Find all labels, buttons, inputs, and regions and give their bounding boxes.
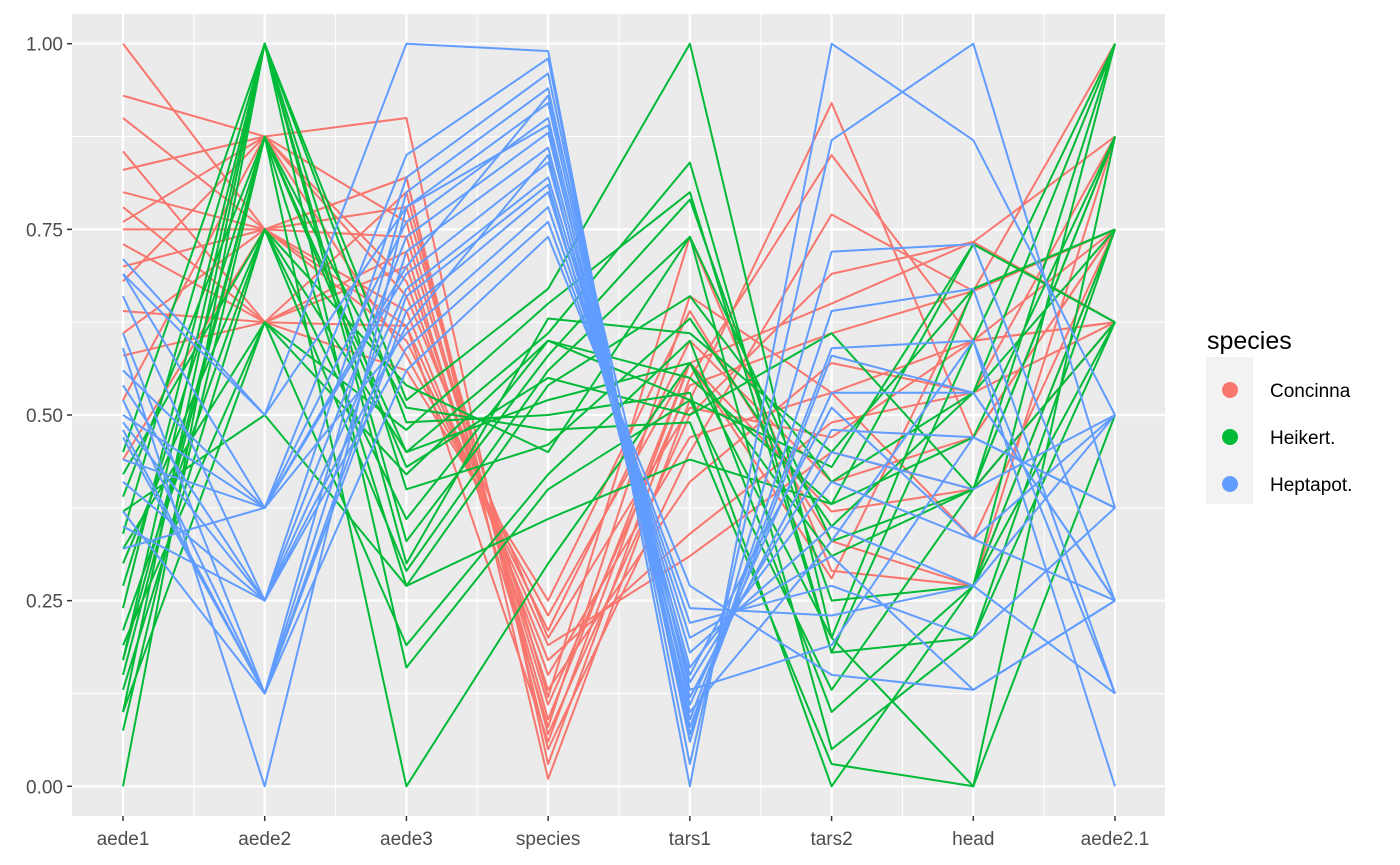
series-lines <box>122 42 1116 788</box>
series-line-heikert <box>122 42 1116 661</box>
legend-title: species <box>1207 327 1292 355</box>
series-line-heikert <box>122 42 1116 691</box>
x-tick-label: aede2.1 <box>1081 829 1150 850</box>
series-line-concinna <box>122 135 1116 639</box>
y-axis: 0.00 0.25 0.50 0.75 1.00 <box>26 35 72 798</box>
series-line-heikert <box>122 228 1116 520</box>
series-line-heptapot <box>122 235 1116 695</box>
legend-key <box>1222 429 1238 445</box>
x-tick-label: aede3 <box>380 829 433 850</box>
x-tick-label: head <box>952 829 994 850</box>
x-tick-label: tars2 <box>810 829 852 850</box>
series-line-heikert <box>122 43 1116 676</box>
series-line-heptapot <box>122 94 1116 691</box>
series-line-heikert <box>122 136 1116 587</box>
legend-label: Heptapot. <box>1270 475 1352 496</box>
series-line-heikert <box>122 243 1116 646</box>
y-tick-label: 0.75 <box>26 220 63 241</box>
legend-key <box>1222 382 1238 398</box>
series-line-concinna <box>122 191 1116 706</box>
series-line-heptapot <box>122 220 1116 617</box>
legend: species Concinna Heikert. Heptapot. <box>1206 327 1352 504</box>
y-tick-label: 0.50 <box>26 406 63 427</box>
x-tick-label: aede2 <box>238 829 291 850</box>
series-line-heikert <box>122 136 1116 691</box>
series-line-concinna <box>122 135 1116 736</box>
series-line-heikert <box>122 42 1116 788</box>
x-tick-label: aede1 <box>97 829 150 850</box>
series-line-heikert <box>122 228 1116 751</box>
x-tick-label: species <box>516 829 580 850</box>
series-line-concinna <box>122 228 1116 728</box>
series-line-heptapot <box>122 124 1116 728</box>
legend-label: Heikert. <box>1270 428 1335 449</box>
x-axis: aede1 aede2 aede3 species tars1 tars2 head aede… <box>97 816 1150 850</box>
y-tick-label: 0.00 <box>26 777 63 798</box>
legend-key <box>1222 476 1238 492</box>
series-line-heikert <box>122 135 1116 788</box>
y-tick-label: 1.00 <box>26 35 63 56</box>
series-line-concinna <box>122 229 1116 602</box>
x-tick-label: tars1 <box>669 829 711 850</box>
series-line-concinna <box>122 136 1116 699</box>
y-tick-label: 0.25 <box>26 592 63 613</box>
series-line-heptapot <box>122 183 1116 695</box>
series-line-concinna <box>122 206 1116 691</box>
series-line-heikert <box>122 42 1116 528</box>
series-line-heptapot <box>122 154 1116 713</box>
legend-label: Concinna <box>1270 381 1351 402</box>
